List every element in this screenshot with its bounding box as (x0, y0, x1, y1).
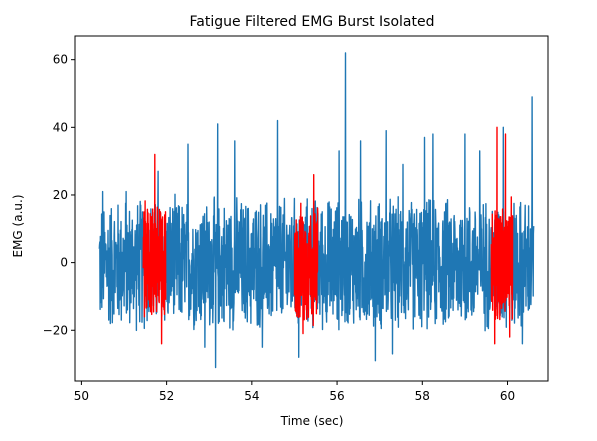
x-axis-label: Time (sec) (280, 414, 344, 428)
y-tick-label: 40 (53, 120, 68, 134)
x-tick-label: 56 (329, 389, 344, 403)
emg-signal-line (98, 52, 535, 369)
burst-segment-2 (293, 174, 319, 335)
y-axis-label: EMG (a.u.) (11, 195, 25, 258)
y-tick-label: 60 (53, 53, 68, 67)
burst-segment-3 (490, 126, 514, 345)
x-tick-label: 54 (244, 389, 259, 403)
y-tick-label: −20 (43, 323, 68, 337)
burst-segment-1 (142, 153, 167, 345)
y-tick-label: 0 (60, 256, 68, 270)
axes-frame (74, 35, 549, 382)
y-axis: −20 0 20 40 60 (43, 53, 75, 337)
x-tick-label: 58 (415, 389, 430, 403)
y-tick-label: 20 (53, 188, 68, 202)
x-tick-label: 50 (74, 389, 89, 403)
x-tick-label: 60 (500, 389, 515, 403)
plot-area (98, 52, 535, 369)
x-tick-label: 52 (159, 389, 174, 403)
x-axis: 50 52 54 56 58 60 (74, 381, 515, 403)
chart-title: Fatigue Filtered EMG Burst Isolated (190, 14, 435, 30)
